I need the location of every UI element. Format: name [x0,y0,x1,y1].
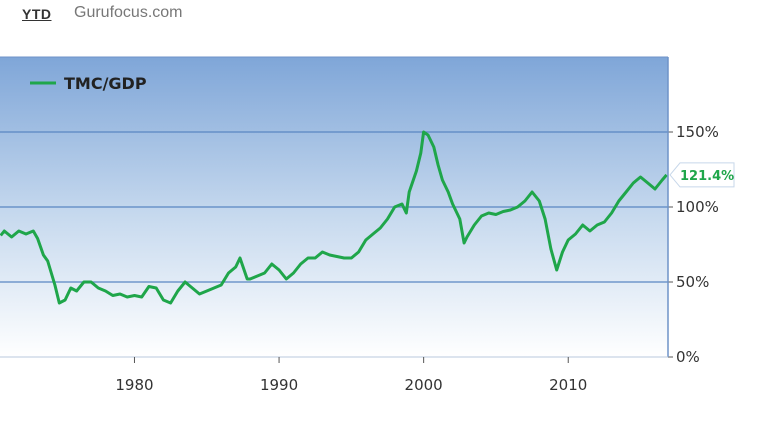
ytd-link[interactable]: YTD [22,6,52,22]
x-tick-label: 1990 [260,376,298,394]
legend-label: TMC/GDP [64,74,147,93]
brand-label: Gurufocus.com [74,4,183,21]
last-value-label: 121.4% [680,169,734,184]
x-tick-label: 1980 [115,376,153,394]
top-bar: YTD Gurufocus.com [0,0,765,30]
x-tick-label: 2000 [405,376,443,394]
y-tick-label: 0% [676,348,700,366]
y-tick-label: 100% [676,198,719,216]
last-value-badge [669,162,735,188]
x-tick-label: 2010 [549,376,587,394]
series-line-0 [0,130,668,305]
y-tick-label: 150% [676,123,719,141]
y-tick-label: 50% [676,273,709,291]
